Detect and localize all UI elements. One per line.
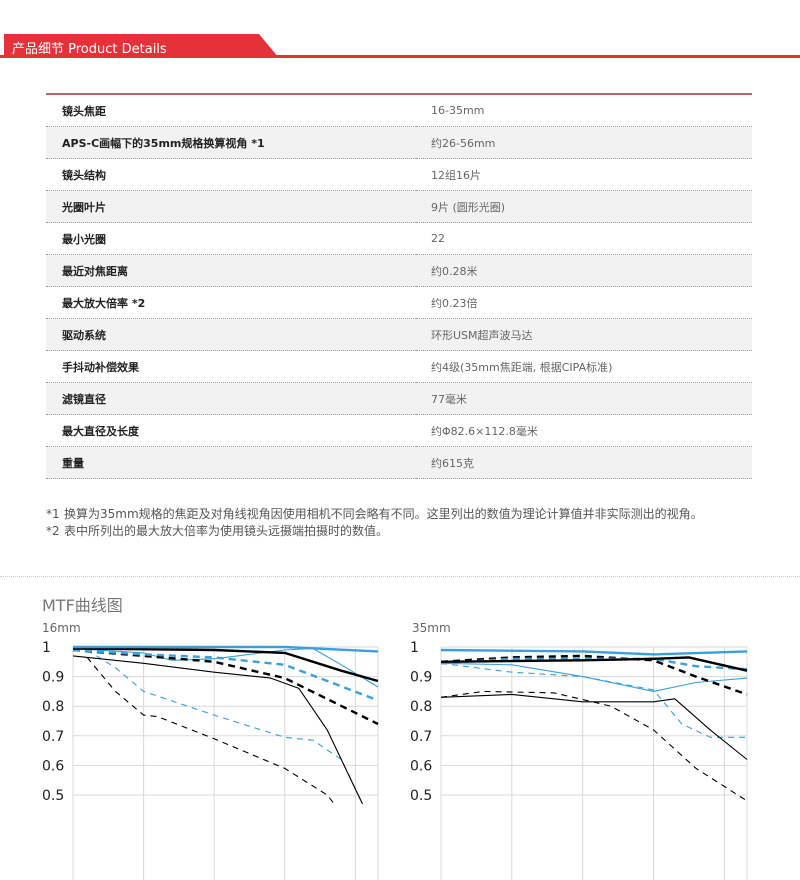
mtf-curve-thick-dashed — [72, 648, 379, 702]
spec-value: 16-35mm — [416, 94, 752, 127]
spec-row: 最大直径及长度 约Φ82.6×112.8毫米 — [46, 414, 752, 447]
spec-value: 环形USM超声波马达 — [416, 318, 752, 351]
spec-row: 最小光圈 22 — [46, 222, 752, 255]
y-tick-label: 0.8 — [42, 699, 64, 715]
spec-label: 重量 — [46, 446, 416, 479]
spec-value: 约615克 — [416, 446, 752, 479]
mtf-curve-thick-solid — [72, 647, 379, 683]
header-line — [0, 55, 800, 58]
header-tab — [4, 34, 279, 58]
spec-row: 重量 约615克 — [46, 446, 752, 479]
mtf-curve-thick-solid — [440, 656, 748, 672]
y-tick-label: 0.5 — [42, 788, 64, 804]
footnote: *2 表中所列出的最大放大倍率为使用镜头远摄端拍摄时的数值。 — [46, 523, 758, 540]
spec-value: 9片 (圆形光圈) — [416, 190, 752, 223]
footnote: *1 换算为35mm规格的焦距及对角线视角因使用相机不同会略有不同。这里列出的数值… — [46, 506, 758, 523]
spec-row: APS-C画幅下的35mm规格换算视角 *1 约26-56mm — [46, 126, 752, 159]
spec-row: 镜头焦距 16-35mm — [46, 94, 752, 127]
mtf-curve-thin-solid — [440, 662, 748, 692]
mtf-curve-thin-solid — [440, 693, 748, 760]
mtf-curve-thick-dashed — [440, 654, 748, 696]
footnote-mark: *1 — [46, 507, 60, 521]
spec-label: 滤镜直径 — [46, 382, 416, 415]
mtf-curve-thin-solid — [72, 655, 363, 805]
chart-title: 35mm — [412, 621, 451, 635]
spec-row: 最近对焦距离 约0.28米 — [46, 254, 752, 287]
y-tick-label: 0.9 — [410, 670, 432, 686]
footnotes: *1 换算为35mm规格的焦距及对角线视角因使用相机不同会略有不同。这里列出的数值… — [46, 506, 758, 540]
spec-row: 驱动系统 环形USM超声波马达 — [46, 318, 752, 351]
spec-row: 镜头结构 12组16片 — [46, 158, 752, 191]
y-tick-label: 0.5 — [410, 788, 432, 804]
footnote-text: 表中所列出的最大放大倍率为使用镜头远摄端拍摄时的数值。 — [64, 524, 389, 538]
spec-table: 镜头焦距 16-35mm APS-C画幅下的35mm规格换算视角 *1 约26-56m… — [46, 93, 752, 479]
spec-value: 约26-56mm — [416, 126, 752, 159]
mtf-curve-thin-dashed — [440, 662, 747, 738]
spec-label: 最近对焦距离 — [46, 254, 416, 287]
mtf-curve-thin-dashed — [86, 657, 335, 805]
mtf-curve-thin-dashed — [440, 690, 748, 802]
spec-row: 手抖动补偿效果 约4级(35mm焦距端, 根据CIPA标准) — [46, 350, 752, 383]
spec-value: 约0.23倍 — [416, 286, 752, 319]
y-tick-label: 1 — [42, 640, 51, 656]
spec-value: 约Φ82.6×112.8毫米 — [416, 414, 752, 447]
divider — [0, 576, 800, 577]
y-tick-label: 0.6 — [410, 758, 432, 774]
spec-value: 22 — [416, 222, 752, 255]
spec-label: 驱动系统 — [46, 318, 416, 351]
y-tick-label: 0.6 — [42, 758, 64, 774]
spec-label: 光圈叶片 — [46, 190, 416, 223]
spec-label: 镜头结构 — [46, 158, 416, 191]
footnote-text: 换算为35mm规格的焦距及对角线视角因使用相机不同会略有不同。这里列出的数值为理… — [64, 507, 703, 521]
spec-value: 77毫米 — [416, 382, 752, 415]
spec-row: 光圈叶片 9片 (圆形光圈) — [46, 190, 752, 223]
y-tick-label: 1 — [410, 640, 419, 656]
y-tick-label: 0.7 — [42, 729, 64, 745]
y-tick-label: 0.8 — [410, 699, 432, 715]
spec-label: 镜头焦距 — [46, 94, 416, 127]
mtf-curve-thick-solid — [73, 645, 379, 653]
y-tick-label: 0.7 — [410, 729, 432, 745]
section-title: 产品细节 Product Details — [12, 42, 167, 57]
chart-title: 16mm — [42, 621, 81, 635]
mtf-curve-thick-solid — [440, 648, 748, 656]
spec-value: 12组16片 — [416, 158, 752, 191]
footnote-mark: *2 — [46, 524, 60, 538]
mtf-title: MTF曲线图 — [42, 596, 123, 615]
spec-value: 约0.28米 — [416, 254, 752, 287]
spec-label: 手抖动补偿效果 — [46, 350, 416, 383]
spec-value: 约4级(35mm焦距端, 根据CIPA标准) — [416, 350, 752, 383]
spec-label: 最小光圈 — [46, 222, 416, 255]
spec-label: 最大放大倍率 *2 — [46, 286, 416, 319]
y-tick-label: 0.9 — [42, 670, 64, 686]
spec-row: 最大放大倍率 *2 约0.23倍 — [46, 286, 752, 319]
spec-label: APS-C画幅下的35mm规格换算视角 *1 — [46, 126, 416, 159]
mtf-curve-thin-dashed — [86, 649, 362, 802]
mtf-chart-35mm: 35mm 1 0.9 0.8 0.7 0.6 0.5 — [410, 621, 748, 880]
spec-row: 滤镜直径 77毫米 — [46, 382, 752, 415]
spec-label: 最大直径及长度 — [46, 414, 416, 447]
mtf-chart-16mm: 16mm 1 0.9 0.8 0.7 0.6 0.5 — [42, 621, 379, 880]
